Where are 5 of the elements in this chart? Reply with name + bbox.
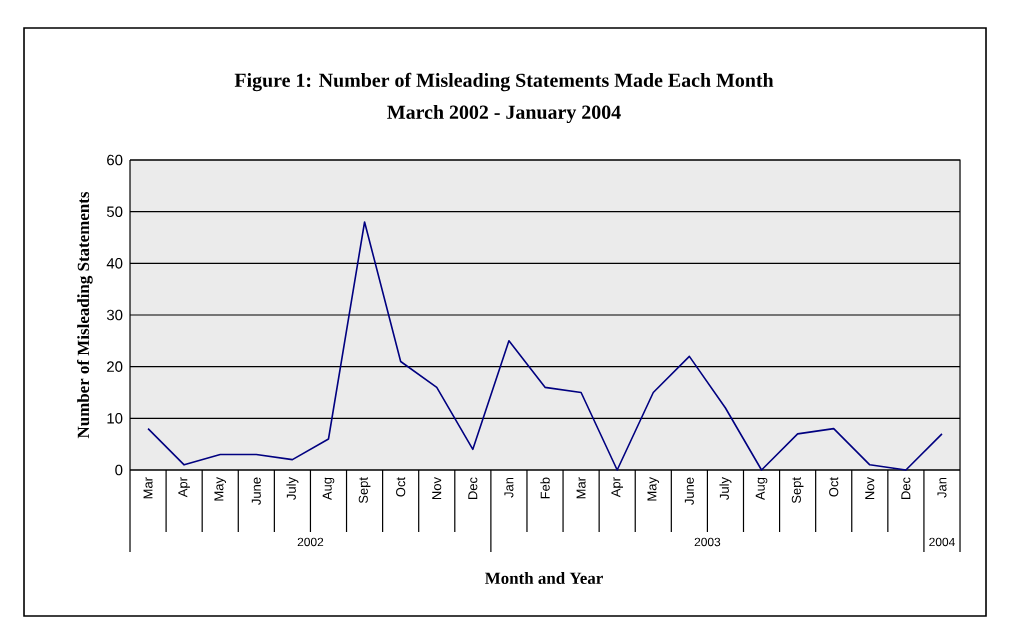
x-axis-title: Month and Year (485, 572, 603, 584)
line-series (147, 221, 943, 471)
y-axis-title: Number of Misleading Statements (76, 191, 93, 439)
chart-title: Figure 1: Number of Misleading Statements Made Each Month (234, 72, 774, 92)
chart-subtitle: March 2002 - January 2004 (387, 104, 621, 124)
